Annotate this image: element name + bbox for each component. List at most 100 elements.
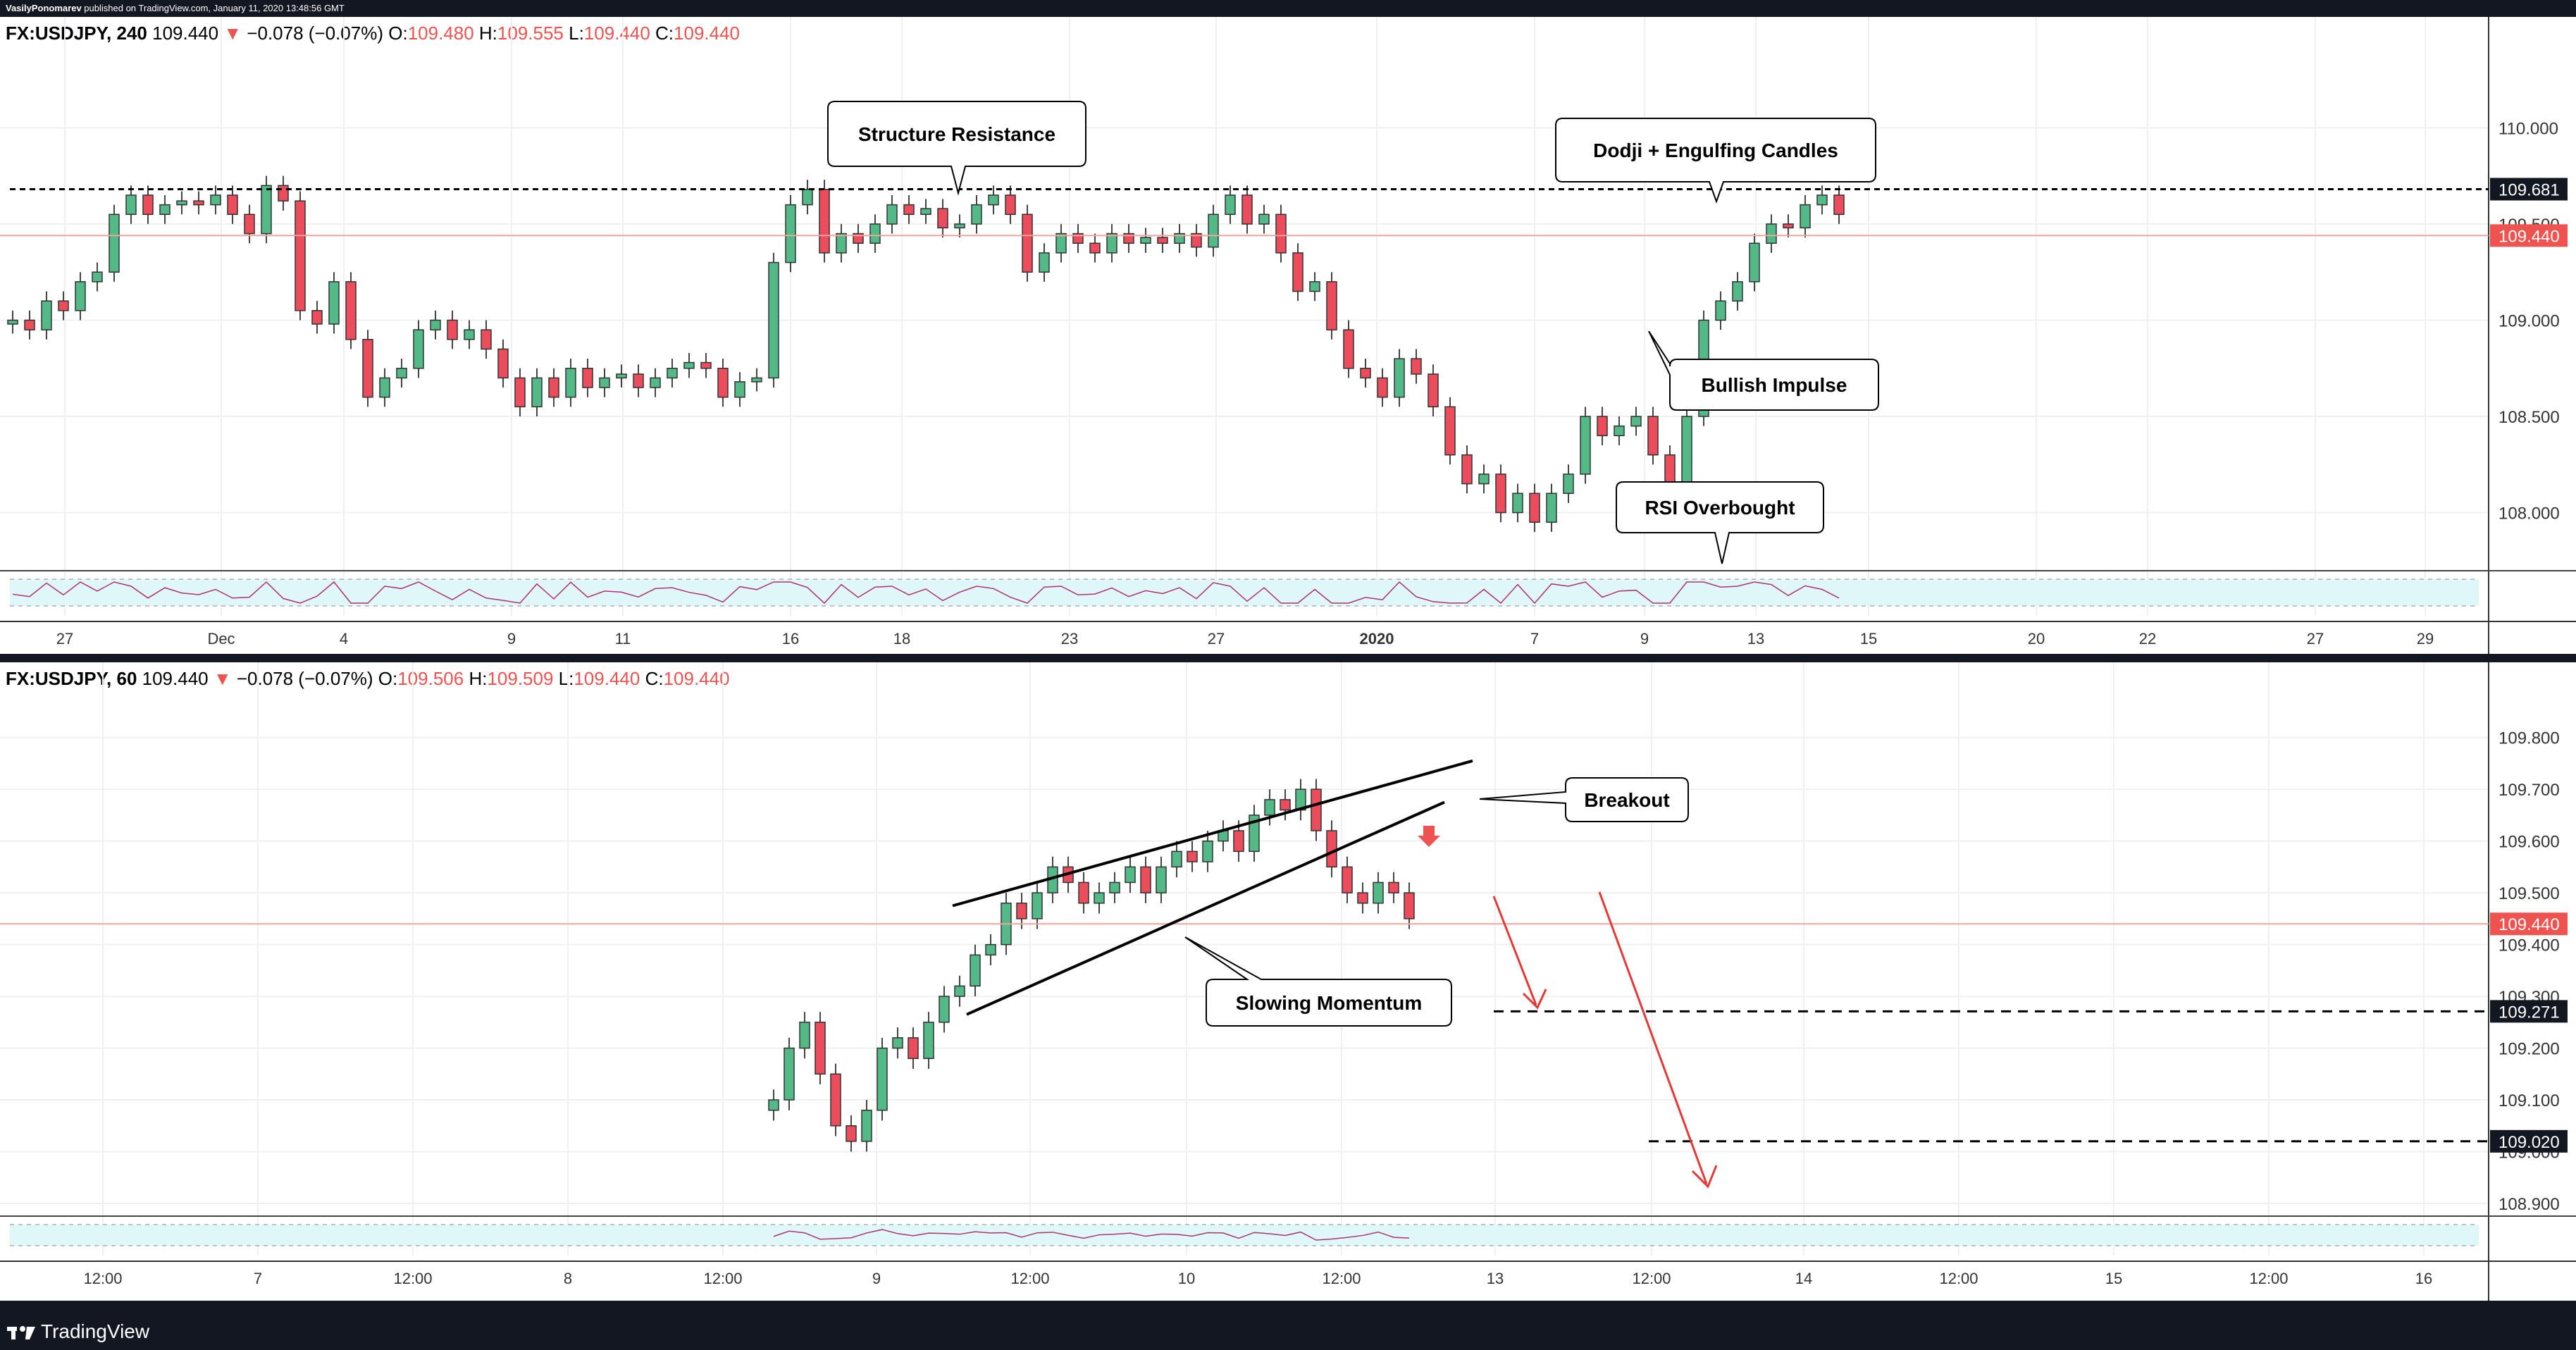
candle-body: [1411, 358, 1422, 375]
candle-body: [1388, 881, 1399, 893]
candle-body: [751, 377, 762, 383]
change-value: −0.078 (−0.07%): [247, 23, 383, 44]
candle-body: [1377, 377, 1388, 398]
candle-body: [1171, 850, 1182, 868]
price-label-bg: [2490, 1000, 2568, 1023]
y-tick-label: 109.800: [2498, 729, 2560, 748]
candle-body: [633, 373, 644, 388]
price-label-bg: [2490, 912, 2568, 936]
close-label: C:: [645, 668, 664, 689]
target-arrow-2: [1598, 891, 1708, 1184]
x-tick-label: 12:00: [83, 1270, 122, 1287]
candle-body: [819, 189, 830, 254]
candle-body: [1089, 242, 1101, 254]
h1-chart-panel[interactable]: FX:USDJPY, 60 109.440 ▼ −0.078 (−0.07%) …: [0, 662, 2576, 1301]
candle-body: [1225, 194, 1236, 216]
price-label-resistance: 109.681: [2498, 180, 2560, 199]
candle-body: [1249, 815, 1260, 853]
candle-body: [1529, 493, 1540, 523]
y-tick-label: 108.900: [2498, 1195, 2560, 1214]
brand-name[interactable]: TradingView: [41, 1320, 150, 1342]
candle-body: [1373, 881, 1384, 904]
price-label-bg: [2490, 178, 2568, 201]
rsi-band: [10, 579, 2479, 606]
tradingview-logo-icon: [7, 1326, 35, 1339]
candle-body: [125, 194, 137, 216]
candle-body: [815, 1022, 826, 1075]
annotation-rsi-overbought: RSI Overbought: [1645, 497, 1795, 519]
price-label-last: 109.440: [2498, 227, 2560, 246]
candle-body: [1125, 866, 1136, 884]
author-name[interactable]: VasilyPonomarev: [6, 3, 82, 13]
low-label: L:: [558, 668, 574, 689]
candle-body: [328, 281, 340, 325]
h4-legend: FX:USDJPY, 240 109.440 ▼ −0.078 (−0.07%)…: [6, 23, 740, 44]
candle-body: [667, 367, 678, 379]
candle-body: [1191, 233, 1202, 248]
h4-chart-svg[interactable]: 110.000109.500109.000108.500108.00027Dec…: [0, 17, 2576, 654]
candle-body: [447, 319, 458, 340]
high-value: 109.509: [487, 668, 554, 689]
y-tick-label: 110.000: [2498, 119, 2558, 138]
x-tick-label: 22: [2139, 630, 2156, 648]
candle-body: [1140, 866, 1151, 893]
candle-body: [1597, 416, 1608, 437]
candle-body: [1546, 493, 1557, 523]
x-tick-label: 7: [254, 1270, 262, 1287]
candle-body: [923, 1022, 934, 1059]
x-tick-label: 12:00: [1010, 1270, 1049, 1287]
candle-body: [1766, 223, 1777, 244]
wedge-upper-line: [952, 759, 1473, 908]
candle-body: [1208, 213, 1219, 248]
open-label: O:: [388, 23, 408, 44]
h4-chart-panel[interactable]: FX:USDJPY, 240 109.440 ▼ −0.078 (−0.07%)…: [0, 17, 2576, 654]
y-tick-label: 109.500: [2498, 884, 2560, 903]
annotation-slowing-momentum: Slowing Momentum: [1236, 992, 1422, 1014]
candle-body: [1444, 406, 1456, 456]
candle-body: [1055, 233, 1067, 254]
symbol-label[interactable]: FX:USDJPY, 240: [6, 23, 147, 44]
candle-body: [768, 1099, 779, 1111]
x-tick-label: 18: [893, 630, 910, 648]
candle-body: [1280, 799, 1291, 811]
candle-body: [75, 281, 86, 311]
candle-body: [295, 200, 306, 311]
annotation-structure-resistance-box: [827, 101, 1086, 196]
x-tick-label: 2020: [1360, 630, 1394, 648]
x-tick-label: 16: [782, 630, 799, 648]
low-value: 109.440: [574, 668, 640, 689]
candle-body: [954, 985, 965, 997]
annotation-bullish-impulse-box: [1648, 330, 1879, 411]
candle-body: [142, 194, 154, 216]
h1-chart-svg[interactable]: 109.800109.700109.600109.500109.400109.3…: [0, 662, 2576, 1301]
candle-body: [1478, 473, 1490, 485]
candle-body: [41, 300, 52, 330]
candle-body: [497, 348, 509, 379]
annotation-bullish-impulse: Bullish Impulse: [1702, 374, 1847, 396]
x-tick-label: 9: [872, 1270, 881, 1287]
candle-body: [1394, 358, 1405, 398]
candle-body: [481, 329, 492, 350]
candle-body: [970, 954, 981, 987]
candle-body: [311, 310, 323, 325]
open-label: O:: [378, 668, 398, 689]
candle-body: [1580, 416, 1591, 475]
candle-body: [1311, 788, 1322, 831]
candle-body: [599, 377, 610, 388]
candle-body: [159, 204, 171, 216]
candle-body: [734, 381, 745, 398]
rsi-band: [10, 1225, 2479, 1246]
x-tick-label: 9: [507, 630, 516, 648]
low-value: 109.440: [583, 23, 650, 44]
candle-body: [939, 996, 950, 1023]
candle-body: [1106, 233, 1117, 254]
candle-body: [1202, 840, 1213, 862]
close-label: C:: [655, 23, 674, 44]
symbol-label[interactable]: FX:USDJPY, 60: [6, 668, 137, 689]
last-price: 109.440: [142, 668, 209, 689]
x-tick-label: 27: [56, 630, 73, 648]
candle-body: [413, 329, 424, 369]
candle-body: [717, 367, 729, 398]
candle-body: [700, 361, 712, 369]
candle-body: [1326, 281, 1337, 330]
